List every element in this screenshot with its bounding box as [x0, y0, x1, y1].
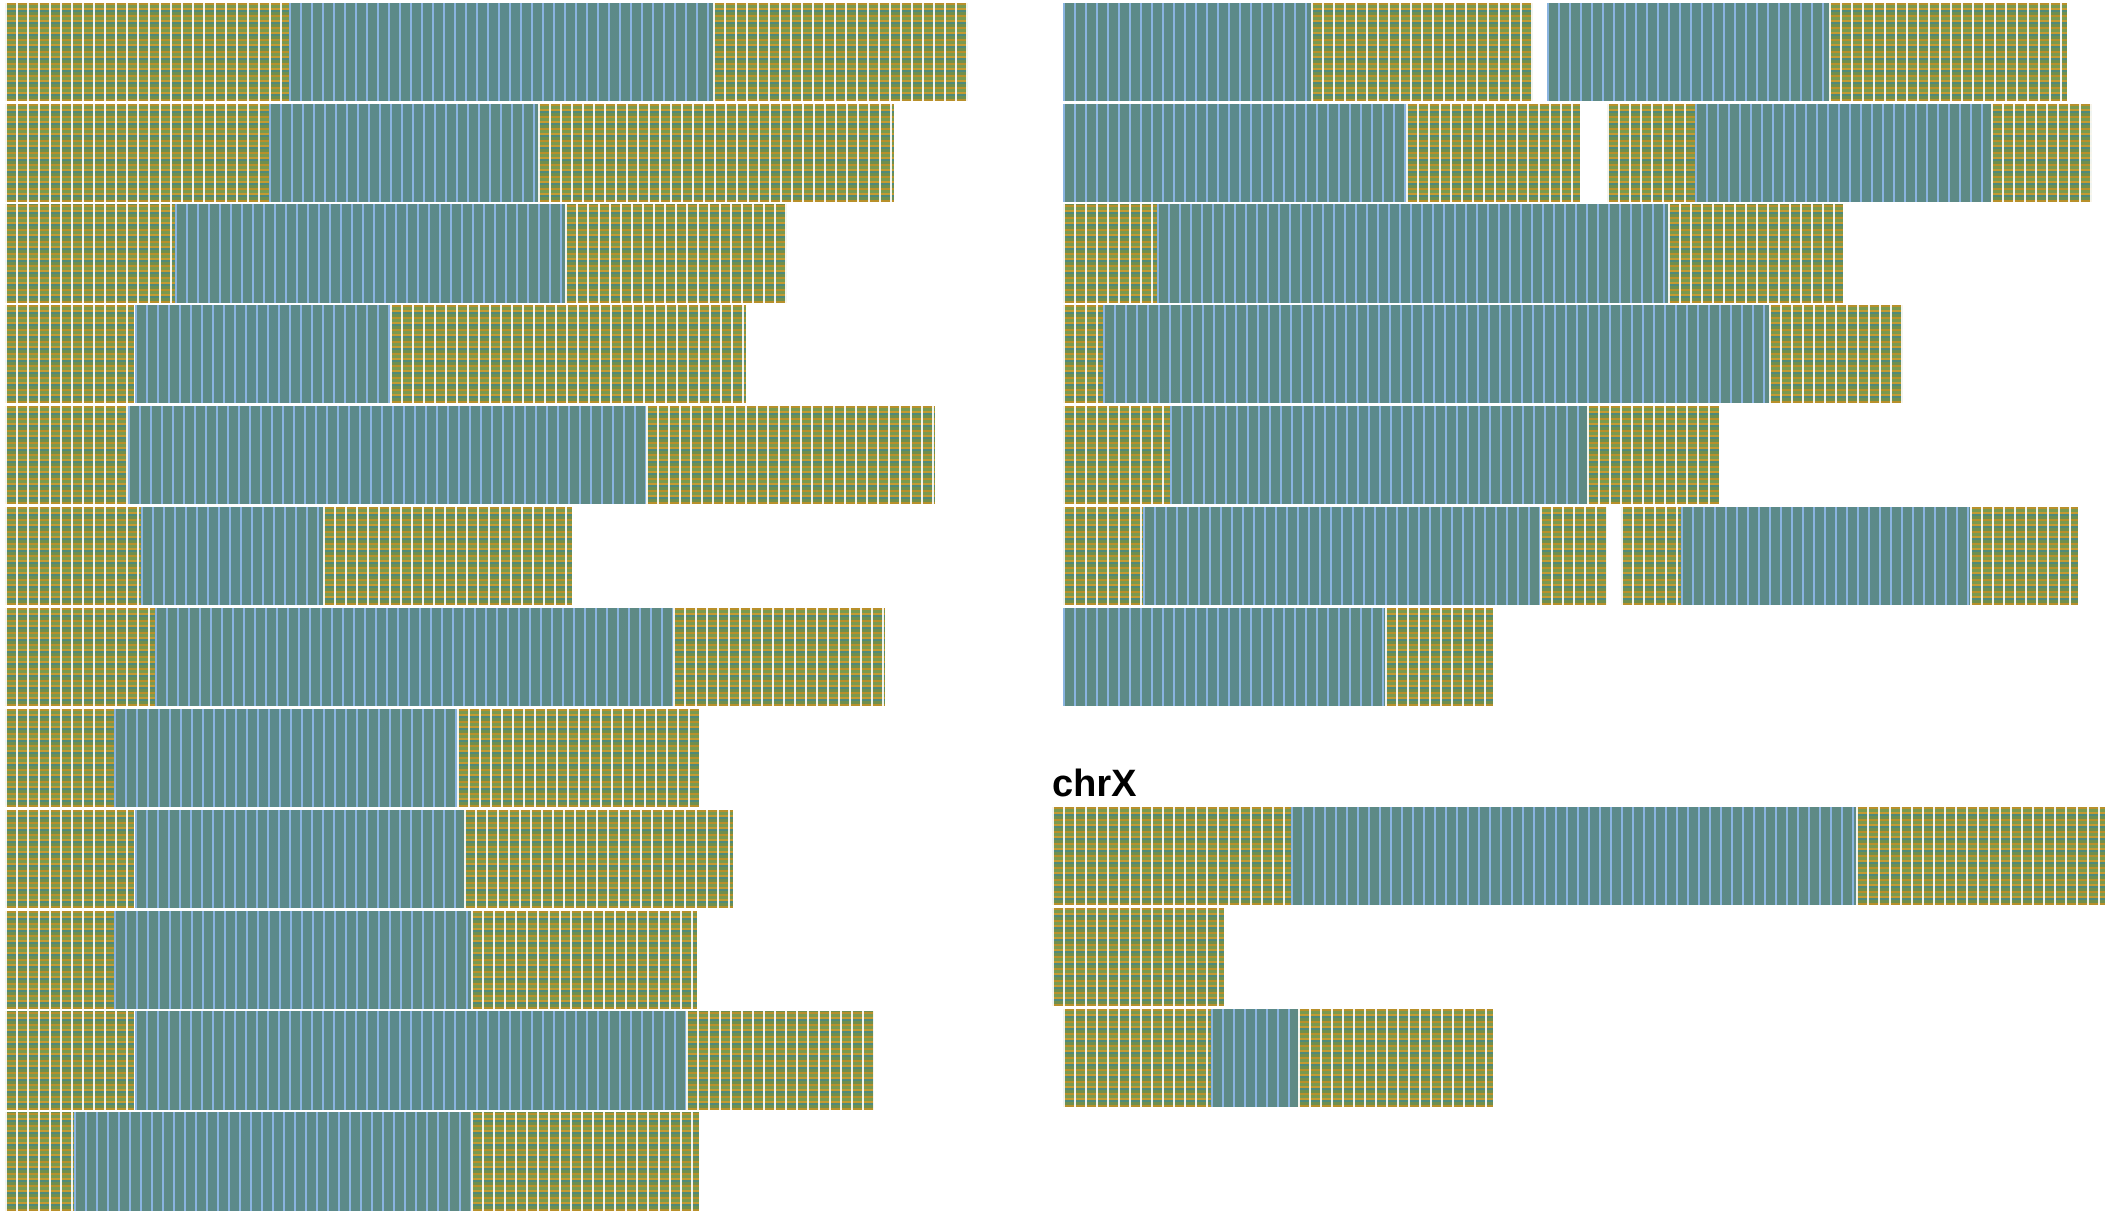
conserved-block: [1210, 1008, 1298, 1107]
variant-block: [685, 1011, 875, 1110]
variant-block: [712, 2, 969, 101]
variant-block: [1062, 406, 1171, 505]
conserved-block: [114, 910, 471, 1009]
variant-block: [457, 708, 700, 807]
variant-block: [5, 305, 135, 404]
variant-block: [1620, 507, 1682, 606]
variant-block: [1385, 607, 1493, 707]
variant-block: [5, 1112, 74, 1211]
variant-block: [5, 910, 115, 1009]
variant-block: [564, 204, 787, 303]
conserved-block: [73, 1112, 471, 1211]
variant-block: [5, 406, 128, 505]
variant-block: [464, 809, 734, 908]
variant-block: [1990, 103, 2092, 202]
variant-block: [5, 204, 175, 303]
conserved-block: [1143, 507, 1541, 606]
variant-block: [1667, 204, 1843, 303]
conserved-block: [1681, 507, 1971, 606]
variant-block: [1062, 1008, 1211, 1107]
conserved-block: [1291, 807, 1857, 906]
variant-block: [1311, 2, 1534, 101]
variant-block: [1829, 2, 2068, 101]
variant-block: [5, 103, 269, 202]
variant-block: [5, 607, 155, 707]
variant-block: [1768, 305, 1904, 404]
conserved-block: [114, 708, 458, 807]
variant-block: [470, 910, 697, 1009]
conserved-block: [1062, 103, 1406, 202]
conserved-block: [154, 607, 673, 707]
variant-block: [5, 809, 135, 908]
conserved-block: [134, 305, 391, 404]
conserved-block: [1546, 2, 1830, 101]
variant-block: [1062, 305, 1103, 404]
conserved-block: [1062, 607, 1386, 707]
variant-block: [322, 507, 572, 606]
variant-block: [1970, 507, 2079, 606]
variant-block: [1062, 507, 1144, 606]
variant-block: [1540, 507, 1608, 606]
variant-block: [1062, 204, 1157, 303]
variant-block: [1297, 1008, 1493, 1107]
conserved-block: [174, 204, 565, 303]
conserved-block: [289, 2, 713, 101]
variant-block: [5, 708, 115, 807]
variant-block: [672, 607, 885, 707]
conserved-block: [1102, 305, 1769, 404]
variant-block: [645, 406, 935, 505]
conserved-block: [1062, 2, 1312, 101]
variant-block: [538, 103, 895, 202]
variant-block: [390, 305, 747, 404]
variant-block: [1051, 907, 1224, 1007]
variant-block: [470, 1112, 700, 1211]
variant-block: [5, 2, 290, 101]
conserved-block: [269, 103, 538, 202]
conserved-block: [1170, 406, 1588, 505]
conserved-block: [134, 809, 465, 908]
conserved-block: [1694, 103, 1991, 202]
variant-block: [1587, 406, 1719, 505]
conserved-block: [141, 507, 323, 606]
variant-block: [1856, 807, 2105, 906]
variant-block: [1405, 103, 1581, 202]
variant-block: [5, 507, 142, 606]
variant-block: [5, 1011, 135, 1110]
conserved-block: [134, 1011, 686, 1110]
chromosome-label: chrX: [1052, 763, 1137, 805]
conserved-block: [1156, 204, 1668, 303]
variant-block: [1051, 807, 1292, 906]
conserved-block: [127, 406, 646, 505]
variant-block: [1607, 103, 1695, 202]
